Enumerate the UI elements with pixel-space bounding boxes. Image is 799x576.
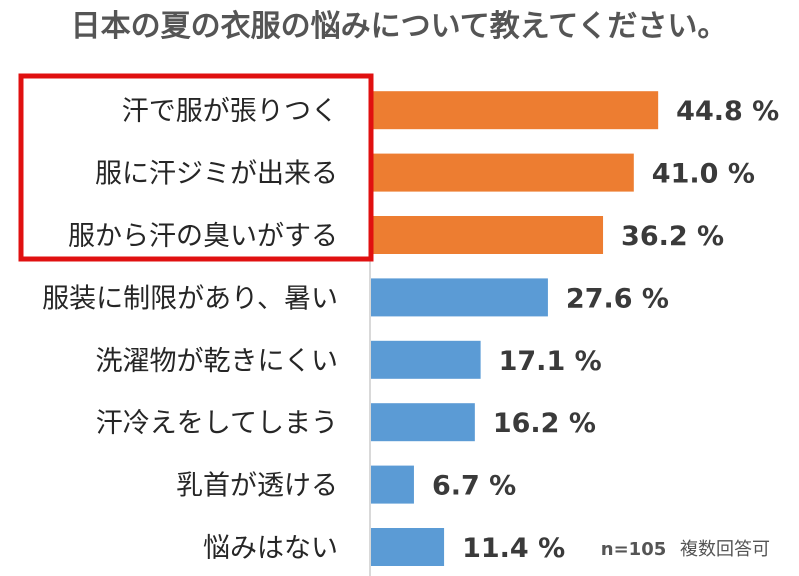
bar-3 [371, 216, 604, 254]
highlight-frame [18, 73, 374, 262]
category-label-8: 悩みはない [203, 533, 338, 564]
category-label-5: 洗濯物が乾きにくい [96, 346, 338, 377]
data-label-6: 16.2 % [493, 408, 596, 439]
data-label-7: 6.7 % [432, 471, 516, 502]
bar-6 [371, 403, 475, 442]
answer-type: 複数回答可 [680, 539, 770, 560]
footnote: n=105 複数回答可 [601, 539, 770, 560]
bar-7 [371, 465, 414, 504]
data-label-3: 36.2 % [621, 221, 724, 252]
category-label-2: 服に汗ジミが出来る [95, 159, 338, 190]
bar-1 [371, 91, 659, 130]
data-label-8: 11.4 % [462, 533, 565, 564]
category-label-6: 汗冷えをしてしまう [96, 408, 338, 439]
sample-size: n=105 [601, 539, 666, 560]
category-label-4: 服装に制限があり、暑い [42, 283, 338, 314]
data-label-4: 27.6 % [566, 283, 669, 314]
bar-group: 汗で服が張りつく 44.8 % 服に汗ジミが出来る 41.0 % 服から汗の臭いがする 3… [42, 91, 779, 566]
category-label-3: 服から汗の臭いがする [68, 221, 338, 252]
bar-8 [371, 528, 445, 566]
data-label-2: 41.0 % [652, 159, 755, 190]
bar-4 [371, 278, 548, 317]
data-label-1: 44.8 % [676, 96, 779, 127]
bar-2 [371, 153, 634, 192]
category-label-7: 乳首が透ける [176, 471, 338, 502]
chart-title: 日本の夏の衣服の悩みについて教えてください。 [71, 9, 728, 44]
bar-5 [371, 340, 481, 379]
data-label-5: 17.1 % [499, 346, 602, 377]
category-label-1: 汗で服が張りつく [122, 96, 338, 127]
